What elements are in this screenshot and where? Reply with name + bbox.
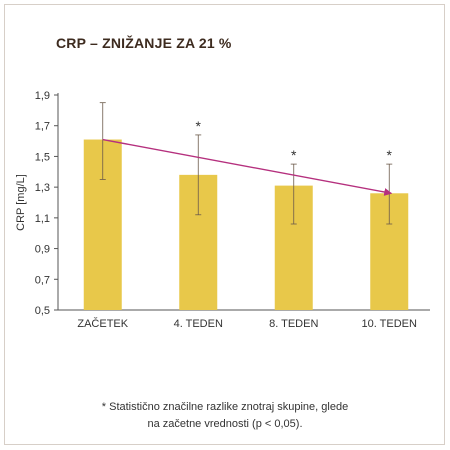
y-tick-label: 1,3: [35, 182, 50, 194]
y-tick-label: 0,5: [35, 305, 50, 317]
footnote-line-1: * Statistično značilne razlike znotraj s…: [101, 401, 349, 413]
significance-mark: *: [387, 147, 393, 163]
footnote: * Statistično značilne razlike znotraj s…: [20, 399, 430, 433]
x-tick-label: 10. TEDEN: [362, 318, 417, 330]
trend-arrow: [102, 138, 393, 196]
y-axis-label: CRP [mg/L]: [15, 174, 27, 231]
y-tick-label: 1,7: [35, 121, 50, 133]
significance-mark: *: [196, 118, 202, 134]
x-tick-label: ZAČETEK: [77, 317, 128, 330]
footnote-line-2: na začetne vrednosti (p < 0,05).: [147, 418, 303, 430]
x-tick-label: 8. TEDEN: [269, 318, 318, 330]
significance-mark: *: [291, 147, 297, 163]
chart-title: CRP – ZNIŽANJE ZA 21 %: [56, 35, 232, 51]
y-tick-label: 1,1: [35, 213, 50, 225]
y-tick-label: 1,5: [35, 151, 50, 163]
y-tick-label: 0,9: [35, 244, 50, 256]
y-tick-label: 1,9: [35, 90, 50, 102]
y-tick-label: 0,7: [35, 274, 50, 286]
x-tick-label: 4. TEDEN: [174, 318, 223, 330]
